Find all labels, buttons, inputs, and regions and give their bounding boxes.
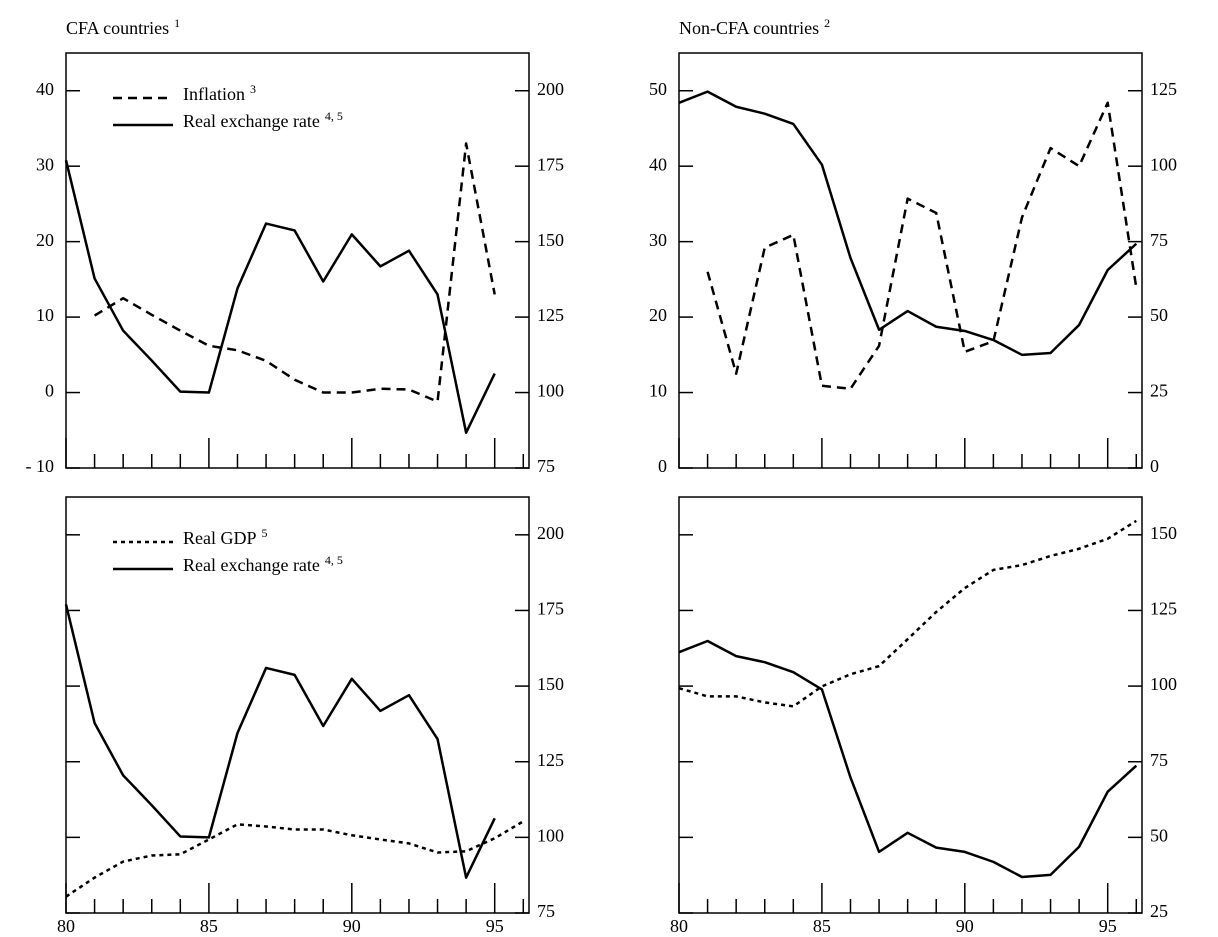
y2-tick-label: 75 <box>1150 750 1168 770</box>
x-tick-label: 80 <box>57 916 75 936</box>
y-tick-label: 20 <box>649 305 667 325</box>
y2-tick-label: 150 <box>537 674 564 694</box>
title-footnote: 2 <box>824 16 830 30</box>
legend-name: Real exchange rate <box>183 111 320 131</box>
y-tick-label: 50 <box>649 79 667 99</box>
series-line <box>65 820 524 898</box>
y2-tick-label: 75 <box>537 901 555 921</box>
series-line <box>64 604 496 879</box>
title-text: CFA countries <box>66 18 169 38</box>
y2-tick-label: 0 <box>1150 456 1159 476</box>
legend-name: Real exchange rate <box>183 555 320 575</box>
y-tick-label: 30 <box>649 230 667 250</box>
series-line <box>678 519 1137 708</box>
y-tick-label: 40 <box>649 154 667 174</box>
legend-footnote: 4, 5 <box>325 109 343 123</box>
legend-label: Real exchange rate 4, 5 <box>183 553 343 575</box>
y2-tick-label: 100 <box>1150 674 1177 694</box>
y-tick-label: 10 <box>36 305 54 325</box>
y2-tick-label: 25 <box>1150 901 1168 921</box>
y2-tick-label: 175 <box>537 599 564 619</box>
y2-tick-label: 200 <box>537 523 564 543</box>
y2-tick-label: 75 <box>1150 230 1168 250</box>
y-tick-label: - 10 <box>26 456 55 476</box>
series-line <box>678 90 1138 357</box>
y-tick-label: 0 <box>45 381 54 401</box>
plot-frame <box>678 496 1143 914</box>
legend-name: Inflation <box>183 84 245 104</box>
x-tick-label: 85 <box>200 916 218 936</box>
x-tick-label: 85 <box>813 916 831 936</box>
legend-label: Real GDP 5 <box>183 526 268 548</box>
x-tick-label: 90 <box>343 916 361 936</box>
x-tick-label: 95 <box>486 916 504 936</box>
y2-tick-label: 125 <box>1150 599 1177 619</box>
plot-frame <box>65 52 530 469</box>
y2-tick-label: 100 <box>537 381 564 401</box>
legend-label: Inflation 3 <box>183 82 256 104</box>
y2-tick-label: 150 <box>1150 523 1177 543</box>
legend-footnote: 5 <box>262 526 268 540</box>
panel-title: Non-CFA countries 2 <box>679 16 830 38</box>
title-text: Non-CFA countries <box>679 18 819 38</box>
y2-tick-label: 150 <box>537 230 564 250</box>
y2-tick-label: 50 <box>1150 305 1168 325</box>
y2-tick-label: 125 <box>537 305 564 325</box>
y2-tick-label: 100 <box>1150 154 1177 174</box>
y2-tick-label: 50 <box>1150 825 1168 845</box>
y2-tick-label: 200 <box>537 79 564 99</box>
x-tick-label: 95 <box>1099 916 1117 936</box>
title-footnote: 1 <box>174 16 180 30</box>
legend-label: Real exchange rate 4, 5 <box>183 109 343 131</box>
x-tick-label: 80 <box>670 916 688 936</box>
series-line <box>93 142 496 403</box>
legend-name: Real GDP <box>183 528 257 548</box>
y-tick-label: 10 <box>649 381 667 401</box>
series-line <box>64 159 496 434</box>
y-tick-label: 40 <box>36 79 54 99</box>
y-tick-label: 0 <box>658 456 667 476</box>
y2-tick-label: 100 <box>537 825 564 845</box>
plot-frame <box>65 496 530 914</box>
y2-tick-label: 125 <box>1150 79 1177 99</box>
y2-tick-label: 125 <box>537 750 564 770</box>
series-line <box>678 639 1138 879</box>
y-tick-label: 20 <box>36 230 54 250</box>
y2-tick-label: 75 <box>537 456 555 476</box>
y2-tick-label: 25 <box>1150 381 1168 401</box>
legend-footnote: 4, 5 <box>325 553 343 567</box>
legend-footnote: 3 <box>250 82 256 96</box>
plot-frame <box>678 52 1143 469</box>
y2-tick-label: 175 <box>537 154 564 174</box>
x-tick-label: 90 <box>956 916 974 936</box>
panel-title: CFA countries 1 <box>66 16 180 38</box>
y-tick-label: 30 <box>36 154 54 174</box>
series-line <box>706 101 1138 391</box>
